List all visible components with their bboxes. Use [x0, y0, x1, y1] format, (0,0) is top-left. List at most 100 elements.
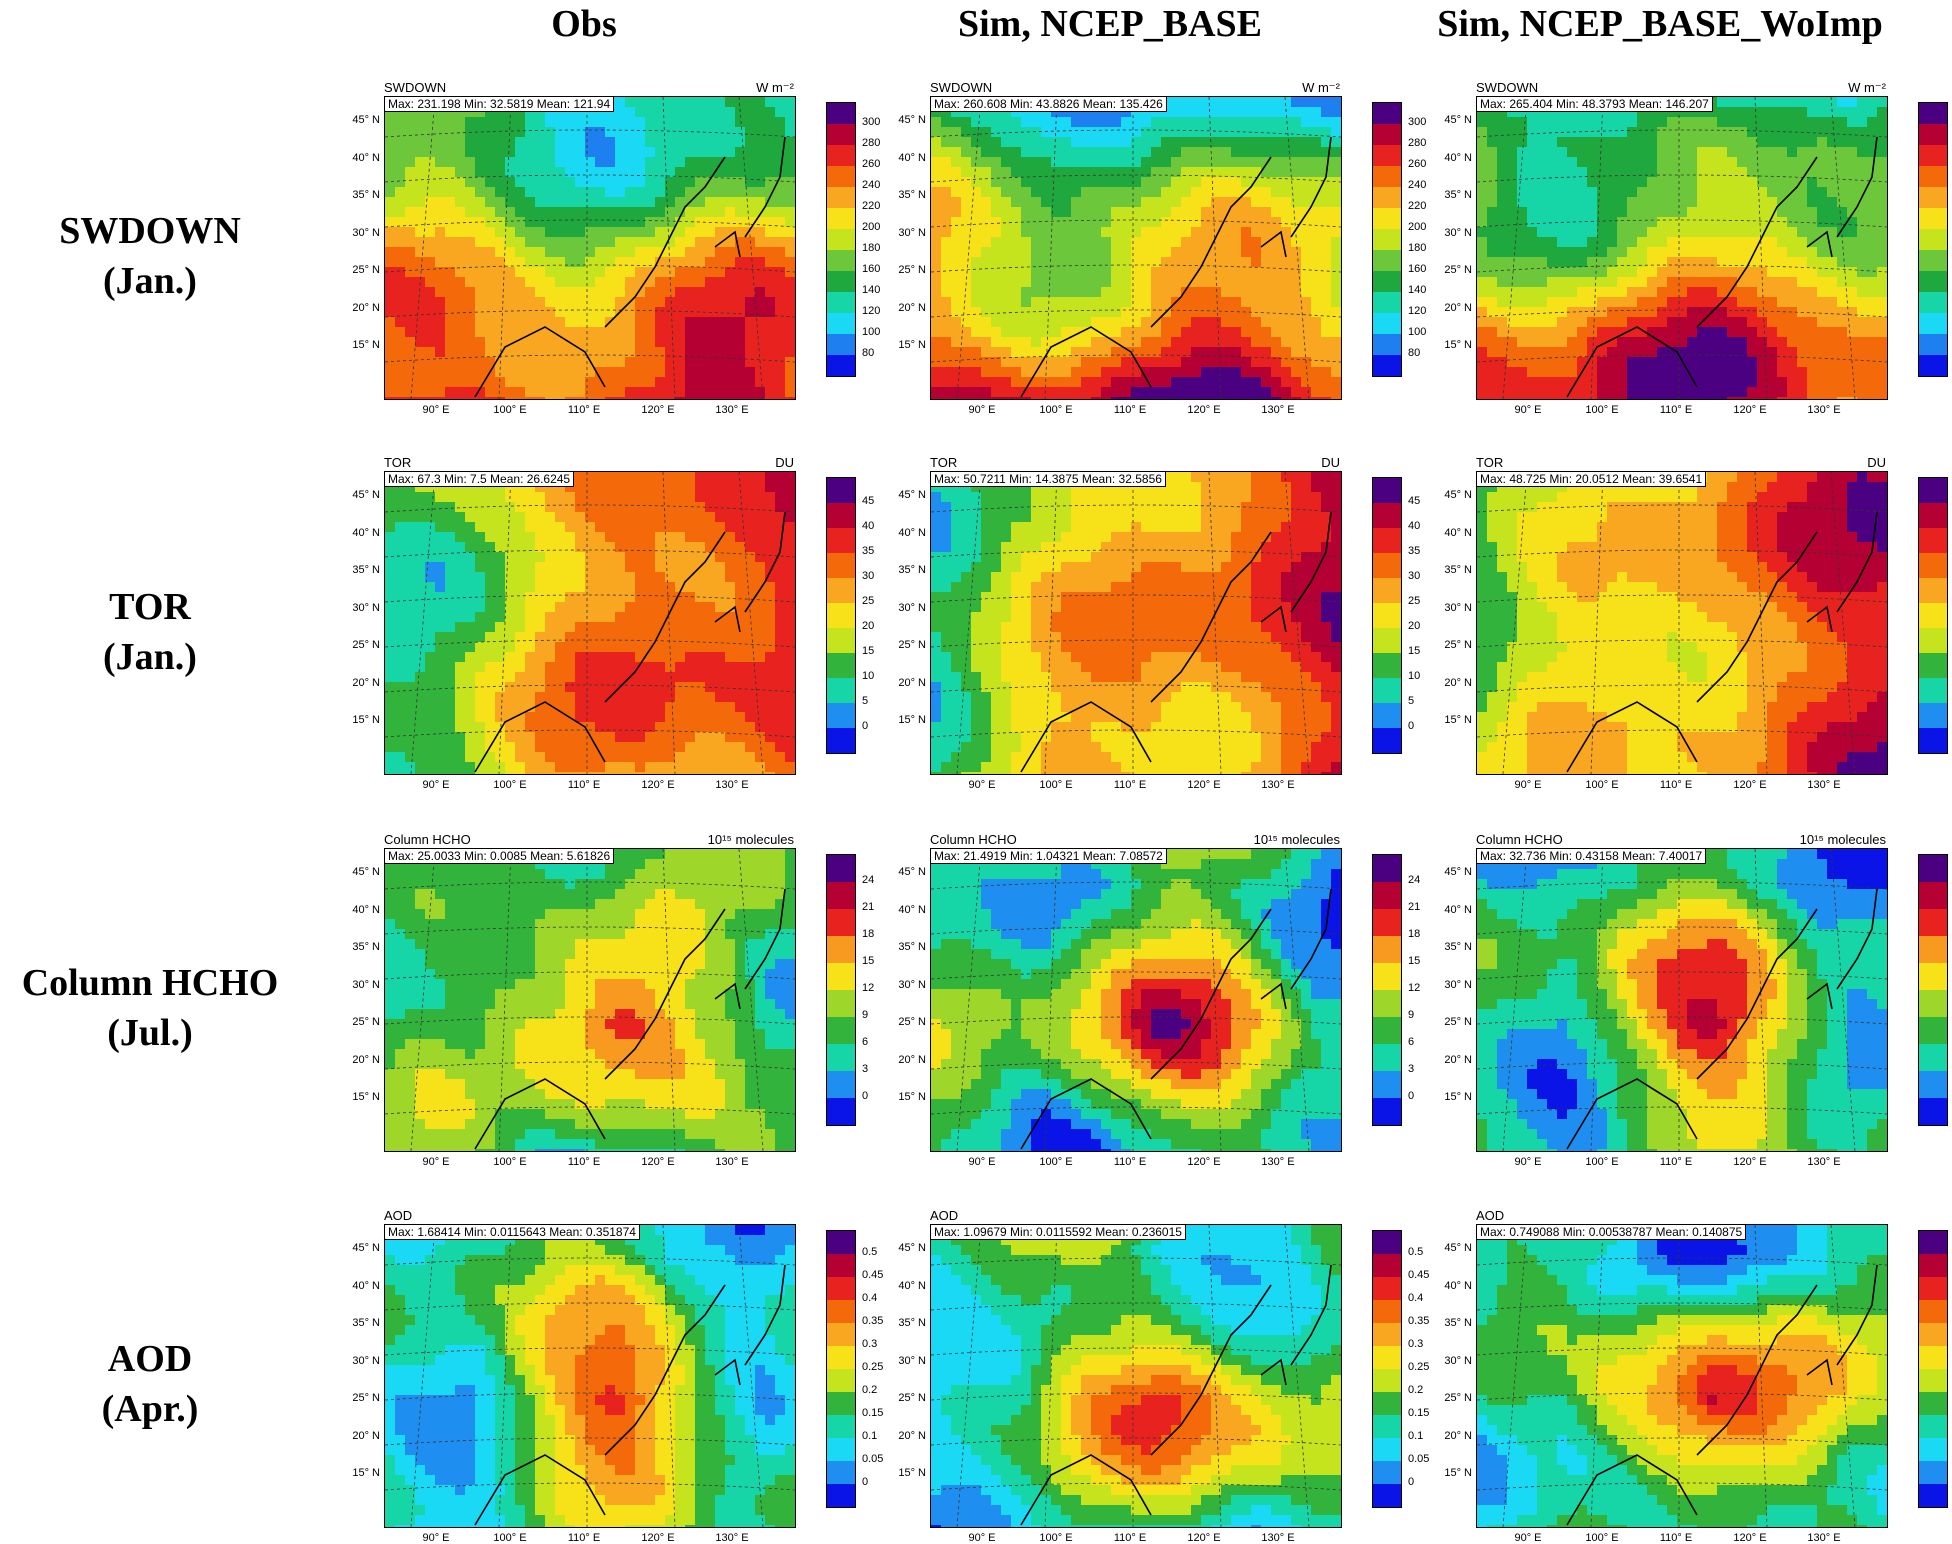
panel-unit-label: W m⁻²	[1848, 80, 1886, 95]
colorbar-tick-label: 0.3	[862, 1338, 878, 1350]
colorbar-swatch	[1373, 503, 1401, 528]
colorbar-tick-label: 160	[1408, 263, 1427, 275]
colorbar-swatch	[1919, 1346, 1947, 1369]
column-title-sim-base: Sim, NCEP_BASE	[957, 3, 1263, 45]
latitude-tick-label: 15° N	[352, 1467, 380, 1479]
panel-variable-label: AOD	[1476, 1208, 1505, 1223]
colorbar-tick-label: 35	[1408, 545, 1421, 557]
colorbar-swatch	[1919, 124, 1947, 145]
latitude-tick-label: 25° N	[1444, 1016, 1472, 1028]
latitude-tick-label: 35° N	[352, 941, 380, 953]
panel-stats: Max: 0.749088 Min: 0.00538787 Mean: 0.14…	[1476, 1224, 1747, 1240]
colorbar-tick-label: 9	[1408, 1009, 1415, 1021]
colorbar-swatch	[1919, 1369, 1947, 1392]
longitude-tick-label: 130° E	[715, 404, 749, 416]
latitude-tick-label: 45° N	[1444, 1242, 1472, 1254]
colorbar-swatch	[827, 678, 855, 703]
colorbar-swatch	[1919, 1254, 1947, 1277]
colorbar-swatch	[1919, 603, 1947, 628]
row-label-month: (Jan.)	[103, 260, 197, 302]
colorbar-swatch	[1919, 103, 1947, 124]
colorbar-tick-label: 0	[1408, 720, 1415, 732]
longitude-tick-label: 100° E	[493, 1532, 527, 1544]
latitude-tick-label: 30° N	[898, 226, 926, 239]
colorbar-swatch	[1919, 355, 1947, 376]
colorbar-tick-label: 120	[1408, 305, 1427, 317]
panel-variable-label: Column HCHO	[930, 832, 1017, 847]
colorbar-swatch	[1373, 1369, 1401, 1392]
latitude-tick-label: 30° N	[898, 978, 926, 991]
colorbar-swatch	[827, 1323, 855, 1346]
colorbar-swatch	[827, 1277, 855, 1300]
colorbar-swatch	[827, 478, 855, 503]
colorbar-swatch	[827, 963, 855, 990]
latitude-tick-label: 25° N	[898, 264, 926, 276]
panel-unit-label: DU	[1321, 455, 1340, 470]
latitude-tick-label: 40° N	[898, 526, 926, 539]
colorbar-swatch	[1919, 855, 1947, 882]
longitude-tick-label: 110° E	[1113, 779, 1147, 791]
colorbar-tick-label: 280	[1408, 137, 1427, 149]
panel-stats: Max: 21.4919 Min: 1.04321 Mean: 7.08572	[930, 848, 1167, 864]
longitude-tick-label: 130° E	[1807, 1156, 1841, 1168]
row-label-variable: Column HCHO	[21, 962, 279, 1004]
map-field	[930, 471, 1342, 775]
colorbar-swatch	[1373, 855, 1401, 882]
longitude-tick-label: 120° E	[641, 404, 675, 416]
colorbar-tick-label: 0.45	[1408, 1269, 1430, 1281]
longitude-tick-label: 120° E	[1187, 1156, 1221, 1168]
longitude-tick-label: 110° E	[567, 1156, 601, 1168]
latitude-tick-label: 20° N	[1444, 1429, 1472, 1442]
latitude-tick-label: 45° N	[352, 114, 380, 126]
colorbar-tick-label: 24	[862, 874, 875, 886]
colorbar-tick-label: 140	[1408, 284, 1427, 296]
colorbar-tick-label: 0.2	[862, 1384, 878, 1396]
colorbar-swatch	[1373, 1461, 1401, 1484]
map-field	[930, 96, 1342, 400]
colorbar-swatch	[1919, 1438, 1947, 1461]
colorbar-swatch	[1373, 250, 1401, 271]
longitude-tick-label: 130° E	[715, 779, 749, 791]
colorbar-tick-label: 24	[1408, 874, 1421, 886]
longitude-tick-label: 110° E	[1659, 1156, 1693, 1168]
colorbar-tick-label: 25	[862, 595, 875, 607]
colorbar-swatch	[1373, 334, 1401, 355]
colorbar-swatch	[1373, 882, 1401, 909]
colorbar-tick-label: 200	[1408, 221, 1427, 233]
longitude-tick-label: 100° E	[1585, 1156, 1619, 1168]
colorbar-swatch	[1373, 1098, 1401, 1125]
longitude-tick-label: 110° E	[1113, 1156, 1147, 1168]
latitude-tick-label: 25° N	[352, 1392, 380, 1404]
colorbar	[1918, 102, 1948, 377]
latitude-tick-label: 20° N	[352, 1053, 380, 1066]
colorbar-swatch	[1373, 292, 1401, 313]
colorbar-swatch	[1373, 1017, 1401, 1044]
colorbar-swatch	[1919, 653, 1947, 678]
latitude-tick-label: 30° N	[898, 601, 926, 614]
longitude-tick-label: 120° E	[1733, 779, 1767, 791]
colorbar-tick-label: 0.25	[1408, 1361, 1430, 1373]
colorbar-tick-label: 0	[862, 720, 869, 732]
longitude-tick-label: 100° E	[1039, 404, 1073, 416]
colorbar-swatch	[1373, 603, 1401, 628]
longitude-tick-label: 110° E	[1659, 404, 1693, 416]
colorbar-tick-label: 0	[1408, 1090, 1415, 1102]
colorbar-tick-label: 25	[1408, 595, 1421, 607]
longitude-tick-label: 130° E	[1261, 404, 1295, 416]
colorbar-tick-label: 9	[862, 1009, 869, 1021]
colorbar-tick-label: 0.05	[862, 1453, 884, 1465]
longitude-tick-label: 120° E	[641, 1156, 675, 1168]
colorbar-swatch	[827, 166, 855, 187]
colorbar-swatch	[1919, 187, 1947, 208]
longitude-tick-label: 110° E	[1113, 404, 1147, 416]
panel-stats: Max: 50.7211 Min: 14.3875 Mean: 32.5856	[930, 471, 1166, 487]
colorbar-swatch	[1919, 208, 1947, 229]
colorbar-swatch	[827, 124, 855, 145]
latitude-tick-label: 30° N	[352, 978, 380, 991]
colorbar-swatch	[1373, 271, 1401, 292]
colorbar-swatch	[1373, 653, 1401, 678]
colorbar-tick-label: 300	[1408, 116, 1427, 128]
colorbar-swatch	[1373, 578, 1401, 603]
colorbar-tick-label: 240	[862, 179, 881, 191]
colorbar-swatch	[1373, 208, 1401, 229]
